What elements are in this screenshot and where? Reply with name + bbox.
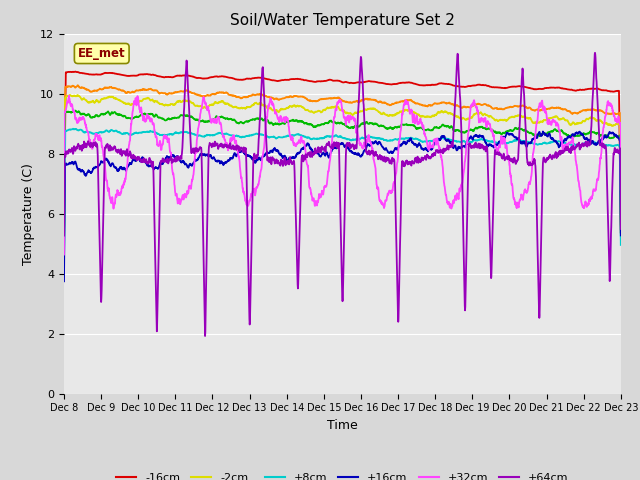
- +8cm: [60, 260, 68, 265]
- +8cm: [504, 140, 512, 146]
- X-axis label: Time: Time: [327, 419, 358, 432]
- -8cm: [371, 97, 379, 103]
- Title: Soil/Water Temperature Set 2: Soil/Water Temperature Set 2: [230, 13, 455, 28]
- -8cm: [584, 107, 591, 112]
- Line: +2cm: +2cm: [64, 110, 621, 252]
- +64cm: [584, 144, 591, 150]
- -2cm: [67, 92, 74, 98]
- -16cm: [617, 229, 625, 235]
- +32cm: [65, 93, 73, 98]
- -8cm: [504, 105, 512, 110]
- -8cm: [359, 97, 367, 103]
- Y-axis label: Temperature (C): Temperature (C): [22, 163, 35, 264]
- +32cm: [617, 187, 625, 192]
- Line: -8cm: -8cm: [64, 85, 621, 240]
- -2cm: [60, 243, 68, 249]
- +8cm: [359, 135, 367, 141]
- Line: +16cm: +16cm: [64, 132, 621, 281]
- +16cm: [216, 158, 223, 164]
- +16cm: [358, 152, 366, 158]
- -16cm: [216, 73, 223, 79]
- Line: +32cm: +32cm: [64, 96, 621, 254]
- +64cm: [568, 145, 575, 151]
- -16cm: [72, 69, 79, 74]
- +8cm: [584, 140, 591, 146]
- +8cm: [69, 126, 77, 132]
- +32cm: [371, 162, 379, 168]
- +2cm: [72, 108, 79, 113]
- +16cm: [60, 278, 68, 284]
- +16cm: [371, 140, 378, 146]
- +64cm: [201, 333, 209, 339]
- +2cm: [60, 250, 68, 255]
- +32cm: [60, 252, 68, 257]
- -8cm: [60, 237, 68, 243]
- +32cm: [568, 139, 575, 144]
- +8cm: [617, 242, 625, 248]
- +64cm: [371, 150, 379, 156]
- -2cm: [371, 106, 379, 112]
- -2cm: [584, 116, 591, 121]
- +16cm: [568, 133, 575, 139]
- -2cm: [216, 99, 223, 105]
- +2cm: [568, 132, 575, 138]
- +64cm: [359, 78, 367, 84]
- -8cm: [617, 222, 625, 228]
- Line: +8cm: +8cm: [64, 129, 621, 263]
- -8cm: [74, 83, 81, 88]
- -8cm: [216, 89, 223, 95]
- Legend: -16cm, -8cm, -2cm, +2cm, +8cm, +16cm, +32cm, +64cm: -16cm, -8cm, -2cm, +2cm, +8cm, +16cm, +3…: [112, 469, 573, 480]
- -2cm: [359, 108, 367, 114]
- +16cm: [504, 131, 512, 136]
- -8cm: [568, 111, 575, 117]
- Line: -16cm: -16cm: [64, 72, 621, 232]
- -16cm: [359, 79, 367, 85]
- Line: +64cm: +64cm: [64, 53, 621, 336]
- +64cm: [216, 143, 223, 149]
- +8cm: [568, 142, 575, 148]
- -16cm: [371, 79, 379, 84]
- -2cm: [617, 221, 625, 227]
- +32cm: [504, 154, 512, 159]
- +64cm: [504, 153, 512, 158]
- -16cm: [60, 219, 68, 225]
- -16cm: [504, 84, 512, 90]
- +2cm: [216, 114, 223, 120]
- +16cm: [617, 232, 625, 238]
- +64cm: [60, 233, 68, 239]
- +16cm: [539, 129, 547, 134]
- +2cm: [617, 230, 625, 236]
- -2cm: [504, 116, 512, 122]
- Line: -2cm: -2cm: [64, 95, 621, 246]
- +8cm: [371, 135, 379, 141]
- +8cm: [216, 130, 223, 136]
- +2cm: [371, 121, 379, 127]
- +16cm: [584, 136, 591, 142]
- +64cm: [591, 50, 599, 56]
- -16cm: [568, 87, 575, 93]
- +32cm: [359, 144, 367, 150]
- -2cm: [568, 121, 575, 127]
- -16cm: [584, 86, 591, 92]
- +2cm: [504, 128, 512, 134]
- +32cm: [584, 203, 591, 209]
- +2cm: [584, 131, 591, 136]
- +32cm: [216, 120, 223, 126]
- Text: EE_met: EE_met: [78, 47, 125, 60]
- +2cm: [359, 120, 367, 126]
- +64cm: [617, 226, 625, 232]
